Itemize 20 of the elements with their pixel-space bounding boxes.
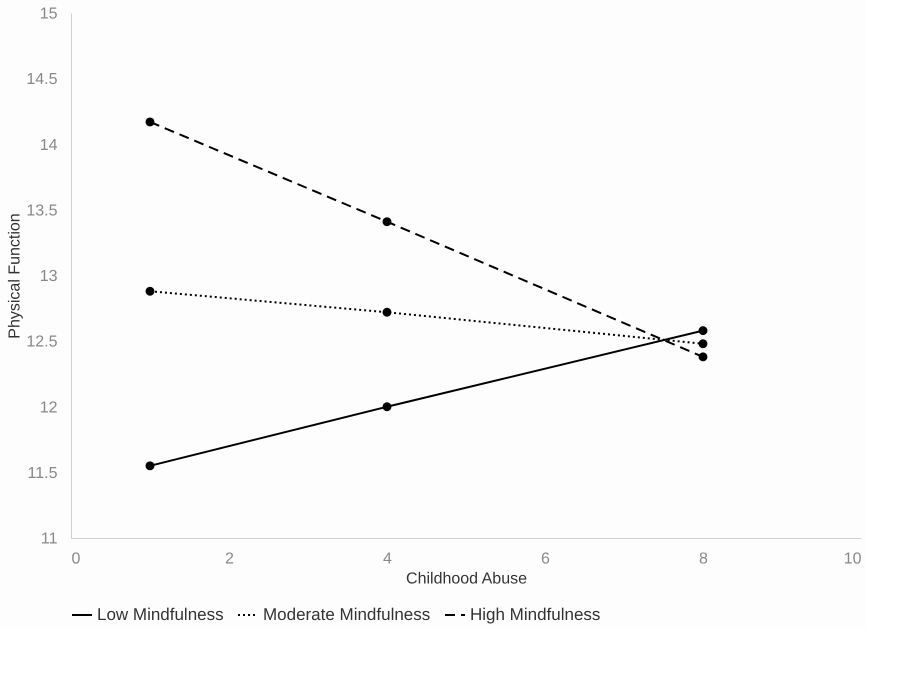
legend-label: High Mindfulness: [470, 605, 600, 624]
x-tick-label: 0: [72, 550, 80, 568]
y-tick-label: 11.5: [28, 464, 58, 482]
y-tick-label: 13.5: [26, 202, 58, 220]
x-axis-title: Childhood Abuse: [406, 570, 528, 588]
legend-label: Low Mindfulness: [97, 605, 224, 624]
y-tick-label: 11: [40, 530, 58, 548]
x-tick-label: 6: [541, 550, 550, 568]
y-axis-title: Physical Function: [6, 213, 24, 339]
x-tick-label: 8: [699, 550, 708, 568]
y-tick-label: 15: [40, 6, 58, 22]
y-tick-label: 12.5: [26, 334, 58, 351]
y-tick-label: 12: [40, 399, 58, 416]
x-tick-label: 10: [844, 550, 862, 568]
x-tick-label: 4: [383, 550, 392, 568]
legend-label: Moderate Mindfulness: [263, 605, 430, 624]
y-tick-label: 14.5: [26, 71, 58, 88]
y-tick-label: 14: [40, 136, 58, 154]
y-tick-label: 13: [40, 268, 58, 285]
x-tick-label: 2: [225, 550, 234, 568]
